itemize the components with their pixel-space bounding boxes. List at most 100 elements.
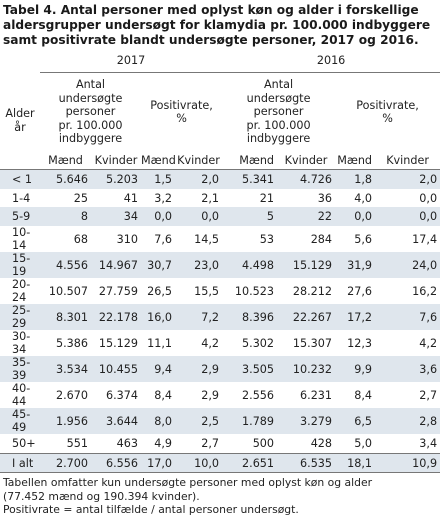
rate-2017-men: 0,0 <box>141 207 175 227</box>
rate-2016-men: 27,6 <box>347 284 373 298</box>
age-cell: 5-9 <box>0 207 40 227</box>
rate-2017-men: 8,0 <box>141 408 175 435</box>
rate-2016-men: 0,0 <box>335 207 376 227</box>
rate-2016-women: 17,4 <box>412 232 438 246</box>
women-header: Kvinder <box>91 151 141 170</box>
sex-header-row: Mænd Kvinder Mænd Kvinder Mænd Kvinder M… <box>0 151 440 170</box>
rate-2017-women: 4,2 <box>201 336 220 350</box>
rate-2016-women: 3,6 <box>375 356 440 383</box>
count-2016-men: 2.556 <box>242 388 275 402</box>
rate-2016-women: 2,7 <box>419 388 438 402</box>
note-line: Tabellen omfatter kun undersøgte persone… <box>3 476 373 490</box>
rate-2017-men: 26,5 <box>147 284 172 298</box>
rate-2017-men: 11,1 <box>147 336 172 350</box>
rate-2017-men: 4,9 <box>154 436 172 450</box>
count-2016-women: 36 <box>317 191 333 205</box>
rate-2017-men: 7,6 <box>154 232 172 246</box>
age-cell: 50+ <box>12 436 36 450</box>
rate-2017-women: 2,7 <box>201 436 220 450</box>
table-row: 15-19 4.556 14.967 30,7 23,0 4.498 15.129 31,9 2… <box>0 252 440 279</box>
count-2016-women: 6.535 <box>277 452 336 474</box>
table-row: < 1 5.646 5.203 1,5 2,0 5.341 4.726 1,8 2,0 <box>0 169 440 189</box>
count-2017-men: 68 <box>73 232 88 246</box>
rate-2016-women: 4,2 <box>419 336 438 350</box>
age-cell: 30-34 <box>12 330 31 357</box>
count-2017-women: 3.644 <box>91 408 141 435</box>
count-2017-men: 25 <box>73 191 88 205</box>
count-2017-men: 1.956 <box>40 408 91 435</box>
rate-2016-women: 16,2 <box>412 284 438 298</box>
table-row: 30-34 5.386 15.129 11,1 4,2 5.302 15.307 12,3 4,… <box>0 330 440 356</box>
age-header: Alder år <box>0 72 40 170</box>
count-2017-men: 3.534 <box>40 356 91 383</box>
age-cell: 40-44 <box>12 382 31 409</box>
count-2017-women: 463 <box>116 436 138 450</box>
count-2016-men: 4.498 <box>222 252 278 279</box>
count-2017-men: 2.670 <box>55 388 88 402</box>
count-2017-men: 8 <box>40 207 91 227</box>
rate-2017-men: 3,2 <box>154 191 172 205</box>
rate-2017-women: 2,0 <box>175 169 223 189</box>
rate-2017-men: 16,0 <box>141 304 175 331</box>
rate-2017-women: 10,0 <box>175 452 223 474</box>
count-2016-men: 1.789 <box>222 408 278 435</box>
rate-2016-men: 8,4 <box>354 388 373 402</box>
rate-2016-men: 12,3 <box>347 336 373 350</box>
table-row: 1-4 25 41 3,2 2,1 21 36 4,0 0,0 <box>0 189 440 208</box>
count-2017-women: 27.759 <box>98 284 138 298</box>
count-header-2016: Antal undersøgte personer pr. 100.000 in… <box>246 78 311 146</box>
age-cell: 15-19 <box>0 252 40 279</box>
rate-2017-women: 23,0 <box>175 252 223 279</box>
count-2016-women: 3.279 <box>277 408 336 435</box>
count-2017-women: 22.178 <box>91 304 141 331</box>
rate-2017-women: 2,9 <box>201 388 220 402</box>
age-cell: 45-49 <box>0 408 40 435</box>
count-2017-men: 5.646 <box>40 169 91 189</box>
rate-2017-women: 2,5 <box>175 408 223 435</box>
count-2017-men: 2.700 <box>40 452 91 474</box>
table-row: 50+ 551 463 4,9 2,7 500 428 5,0 3,4 <box>0 434 440 453</box>
rate-2016-men: 1,8 <box>335 169 376 189</box>
age-cell: 20-24 <box>12 278 31 305</box>
women-header: Kvinder <box>175 151 223 170</box>
count-2016-women: 284 <box>310 232 333 246</box>
note-line: Positivrate = antal tilfælde / antal per… <box>3 502 299 516</box>
rate-2016-men: 9,9 <box>335 356 376 383</box>
men-header: Mænd <box>222 151 278 170</box>
count-header-2017: Antal undersøgte personer pr. 100.000 in… <box>58 78 123 146</box>
rate-2016-women: 2,8 <box>375 408 440 435</box>
rate-2016-women: 2,0 <box>375 169 440 189</box>
table-row: 45-49 1.956 3.644 8,0 2,5 1.789 3.279 6,5 2,8 <box>0 408 440 435</box>
count-2017-women: 34 <box>91 207 141 227</box>
rate-2016-women: 0,0 <box>375 207 440 227</box>
rate-2017-women: 2,1 <box>201 191 220 205</box>
year-header-row: 2017 2016 <box>0 48 440 73</box>
year-2016-header: 2016 <box>222 48 440 73</box>
rate-2016-men: 6,5 <box>335 408 376 435</box>
total-row: I alt 2.700 6.556 17,0 10,0 2.651 6.535 18,1 10,… <box>0 452 440 474</box>
rate-2017-women: 7,2 <box>175 304 223 331</box>
table-title: Tabel 4. Antal personer med oplyst køn o… <box>0 0 440 48</box>
count-2016-men: 3.505 <box>222 356 278 383</box>
age-label: Alder <box>5 107 35 121</box>
count-2017-men: 10.507 <box>48 284 88 298</box>
age-cell: 10-14 <box>12 226 31 253</box>
count-2016-women: 6.231 <box>300 388 333 402</box>
count-2016-women: 22 <box>277 207 336 227</box>
count-2016-men: 5.302 <box>242 336 275 350</box>
title-line: aldersgrupper undersøgt for klamydia pr.… <box>3 18 431 32</box>
rate-2016-men: 5,6 <box>354 232 373 246</box>
count-2017-women: 41 <box>123 191 138 205</box>
count-2016-men: 53 <box>259 232 275 246</box>
count-2017-men: 5.386 <box>55 336 88 350</box>
age-cell: < 1 <box>0 169 40 189</box>
rate-2016-women: 3,4 <box>419 436 438 450</box>
table-row: 20-24 10.507 27.759 26,5 15,5 10.523 28.212 27,… <box>0 278 440 304</box>
count-2017-women: 5.203 <box>91 169 141 189</box>
table-row: 5-9 8 34 0,0 0,0 5 22 0,0 0,0 <box>0 207 440 227</box>
men-header: Mænd <box>335 151 376 170</box>
women-header: Kvinder <box>277 151 336 170</box>
count-2017-women: 10.455 <box>91 356 141 383</box>
men-header: Mænd <box>40 151 91 170</box>
rate-2016-men: 18,1 <box>335 452 376 474</box>
